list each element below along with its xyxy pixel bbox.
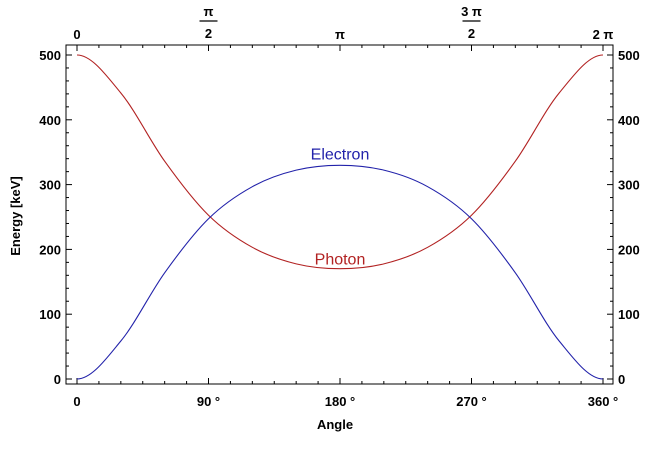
y-tick-label-left: 300 bbox=[39, 178, 61, 193]
top-tick-label: 0 bbox=[73, 27, 80, 42]
y-tick-label-right: 0 bbox=[618, 372, 625, 387]
y-tick-label-left: 500 bbox=[39, 48, 61, 63]
y-tick-label-right: 300 bbox=[618, 178, 640, 193]
x-tick-label: 90 ° bbox=[197, 394, 220, 409]
x-axis-title: Angle bbox=[317, 417, 353, 432]
x-tick-label: 360 ° bbox=[588, 394, 619, 409]
y-tick-label-right: 500 bbox=[618, 48, 640, 63]
curve-label-photon: Photon bbox=[315, 252, 366, 269]
top-tick-numerator: 3 π bbox=[461, 4, 482, 19]
plot-frame bbox=[65, 44, 614, 385]
top-tick-denominator: 2 bbox=[468, 26, 475, 41]
x-tick-label: 270 ° bbox=[456, 394, 487, 409]
y-axis-title: Energy [keV] bbox=[8, 176, 23, 255]
y-tick-label-right: 200 bbox=[618, 242, 640, 257]
y-tick-label-left: 400 bbox=[39, 113, 61, 128]
x-tick-label: 180 ° bbox=[325, 394, 356, 409]
y-tick-label-left: 100 bbox=[39, 307, 61, 322]
y-tick-label-right: 100 bbox=[618, 307, 640, 322]
curve-label-electron: Electron bbox=[311, 146, 370, 163]
top-tick-label: 2 π bbox=[593, 27, 614, 42]
y-tick-label-left: 200 bbox=[39, 242, 61, 257]
y-tick-label-left: 0 bbox=[54, 372, 61, 387]
top-tick-denominator: 2 bbox=[205, 26, 212, 41]
ticks bbox=[66, 45, 613, 384]
x-tick-label: 0 bbox=[73, 394, 80, 409]
series-line-electron bbox=[76, 164, 604, 380]
series-line-photon bbox=[76, 54, 604, 270]
y-tick-label-right: 400 bbox=[618, 113, 640, 128]
series: Photon Electron bbox=[76, 54, 604, 380]
top-tick-label: π bbox=[335, 27, 345, 42]
top-tick-numerator: π bbox=[204, 4, 214, 19]
